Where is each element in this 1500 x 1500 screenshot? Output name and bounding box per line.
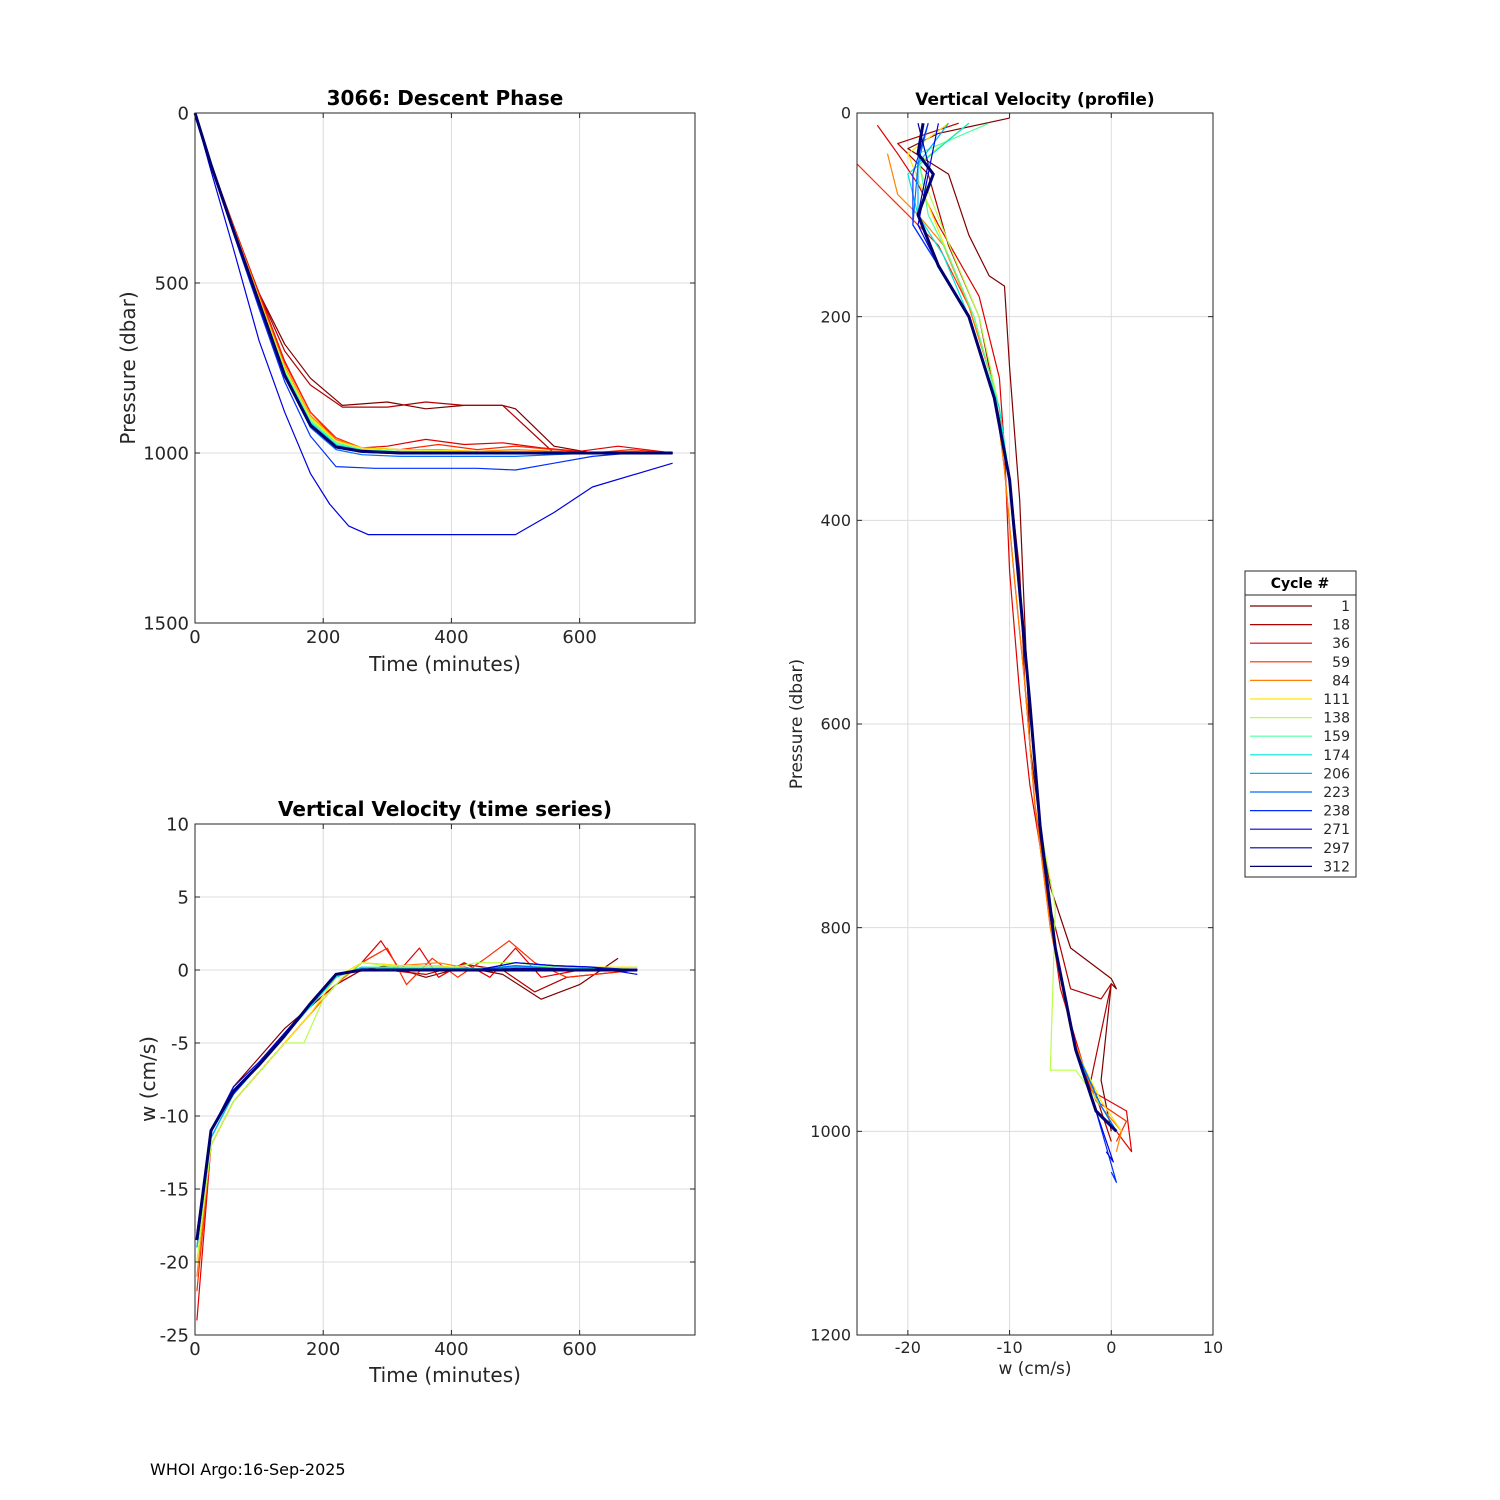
y-tick-label: 1000 [143,443,189,464]
vv-time-chart-title: Vertical Velocity (time series) [278,797,612,821]
y-tick-label: -10 [160,1106,189,1127]
x-tick-label: 200 [306,1339,340,1360]
x-tick-label: -20 [895,1338,921,1357]
vv-time-series-chart: 0 200 400 600 -25 -20 -15 -10 -5 0 5 10 Vertical Ve… [136,797,696,1387]
cycle-legend: Cycle # 1 18 36 59 84 111 138 159 174 206 223 238 27… [1244,570,1357,878]
y-tick-label: 600 [820,715,851,734]
x-tick-label: 200 [306,627,340,648]
legend-label-cycle-297: 297 [1323,841,1350,857]
y-tick-label: 500 [155,273,189,294]
descent-phase-chart: 0 200 400 600 0 500 1000 1500 3066: Descent Pha… [116,86,696,676]
legend-label-cycle-223: 223 [1323,785,1350,801]
y-tick-label: 1200 [810,1326,851,1345]
descent-y-axis-label: Pressure (dbar) [116,291,140,444]
vv-time-x-axis-label: Time (minutes) [368,1363,521,1387]
legend-label-cycle-271: 271 [1323,822,1350,838]
series-line-cycle-312 [195,968,638,1241]
series-line-cycle-1 [907,117,1118,1132]
descent-chart-title: 3066: Descent Phase [327,86,564,110]
y-tick-label: 400 [820,511,851,530]
vv-profile-x-axis-label: w (cm/s) [998,1359,1071,1379]
y-tick-label: 5 [178,887,189,908]
vv-profile-y-axis-label: Pressure (dbar) [787,659,807,789]
vv-profile-chart-title: Vertical Velocity (profile) [915,90,1154,110]
series-line-cycle-271 [194,112,673,536]
y-tick-label: 0 [178,960,189,981]
y-tick-label: 0 [841,104,851,123]
y-tick-label: 1500 [143,613,189,634]
legend-box [1244,570,1357,878]
footer-credit: WHOI Argo:16-Sep-2025 [150,1460,346,1479]
legend-label-cycle-111: 111 [1323,692,1350,708]
vv-time-y-axis-label: w (cm/s) [136,1036,160,1122]
vv-time-series [195,940,638,1321]
y-tick-label: -5 [171,1033,189,1054]
vv-time-ticks: 0 200 400 600 -25 -20 -15 -10 -5 0 5 10 [160,814,695,1360]
legend-label-cycle-159: 159 [1323,729,1350,745]
legend-label-cycle-1: 1 [1341,599,1350,615]
legend-label-cycle-18: 18 [1332,618,1350,634]
x-tick-label: 600 [562,1339,596,1360]
x-tick-label: 400 [434,1339,468,1360]
legend-label-cycle-138: 138 [1323,711,1350,727]
legend-label-cycle-238: 238 [1323,804,1350,820]
x-tick-label: 400 [434,627,468,648]
legend-title: Cycle # [1271,576,1330,592]
legend-label-cycle-36: 36 [1332,636,1350,652]
legend-entries: 1 18 36 59 84 111 138 159 174 206 223 238 271 297 312 [1250,599,1350,875]
y-tick-label: 800 [820,918,851,937]
legend-label-cycle-59: 59 [1332,655,1350,671]
legend-label-cycle-84: 84 [1332,673,1350,689]
y-tick-label: -25 [160,1325,189,1346]
x-tick-label: 10 [1203,1338,1223,1357]
y-tick-label: 1000 [810,1122,851,1141]
x-tick-label: 0 [189,1339,200,1360]
series-line-cycle-138 [196,962,638,1263]
descent-ticks: 0 200 400 600 0 500 1000 1500 [143,103,695,648]
y-tick-label: 10 [166,814,189,835]
x-tick-label: 600 [562,627,596,648]
descent-axes-frame [194,112,696,624]
y-tick-label: -15 [160,1179,189,1200]
legend-label-cycle-174: 174 [1323,748,1350,764]
legend-label-cycle-206: 206 [1323,766,1350,782]
series-line-cycle-312 [193,112,673,455]
vv-time-axes-frame [194,823,696,1336]
y-tick-label: 200 [820,307,851,326]
series-line-cycle-312 [916,122,1118,1133]
vv-profile-series [856,117,1133,1183]
y-tick-label: 0 [178,103,189,124]
descent-series [193,112,673,536]
y-tick-label: -20 [160,1252,189,1273]
x-tick-label: 0 [1106,1338,1116,1357]
legend-label-cycle-312: 312 [1323,859,1350,875]
x-tick-label: 0 [189,627,200,648]
descent-x-axis-label: Time (minutes) [368,652,521,676]
x-tick-label: -10 [997,1338,1023,1357]
